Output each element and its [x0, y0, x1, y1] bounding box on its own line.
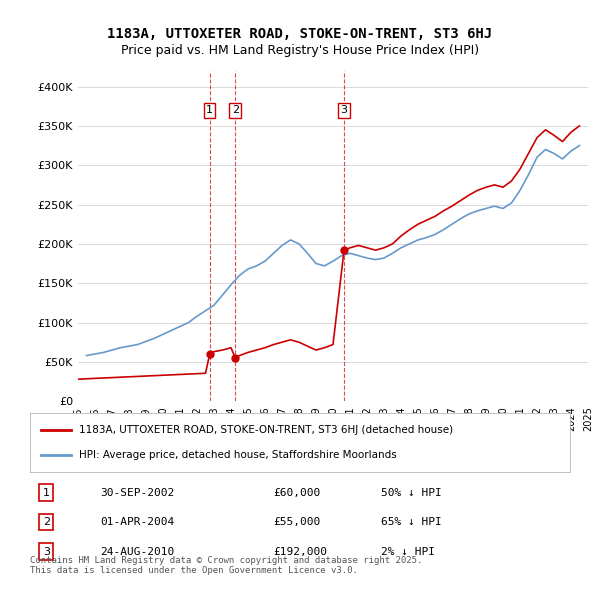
- Text: 2: 2: [232, 106, 239, 116]
- Text: 1183A, UTTOXETER ROAD, STOKE-ON-TRENT, ST3 6HJ (detached house): 1183A, UTTOXETER ROAD, STOKE-ON-TRENT, S…: [79, 425, 453, 434]
- Text: HPI: Average price, detached house, Staffordshire Moorlands: HPI: Average price, detached house, Staf…: [79, 451, 397, 460]
- Text: £60,000: £60,000: [273, 488, 320, 497]
- Text: 2: 2: [43, 517, 50, 527]
- Text: 3: 3: [43, 547, 50, 556]
- Text: £55,000: £55,000: [273, 517, 320, 527]
- Text: 01-APR-2004: 01-APR-2004: [100, 517, 175, 527]
- Text: 50% ↓ HPI: 50% ↓ HPI: [381, 488, 442, 497]
- Text: 2% ↓ HPI: 2% ↓ HPI: [381, 547, 435, 556]
- Text: 1: 1: [206, 106, 213, 116]
- Text: 30-SEP-2002: 30-SEP-2002: [100, 488, 175, 497]
- Text: 65% ↓ HPI: 65% ↓ HPI: [381, 517, 442, 527]
- Text: 24-AUG-2010: 24-AUG-2010: [100, 547, 175, 556]
- Text: Price paid vs. HM Land Registry's House Price Index (HPI): Price paid vs. HM Land Registry's House …: [121, 44, 479, 57]
- Text: 1: 1: [43, 488, 50, 497]
- Text: £192,000: £192,000: [273, 547, 327, 556]
- Text: 3: 3: [341, 106, 347, 116]
- Text: Contains HM Land Registry data © Crown copyright and database right 2025.
This d: Contains HM Land Registry data © Crown c…: [30, 556, 422, 575]
- Text: 1183A, UTTOXETER ROAD, STOKE-ON-TRENT, ST3 6HJ: 1183A, UTTOXETER ROAD, STOKE-ON-TRENT, S…: [107, 27, 493, 41]
